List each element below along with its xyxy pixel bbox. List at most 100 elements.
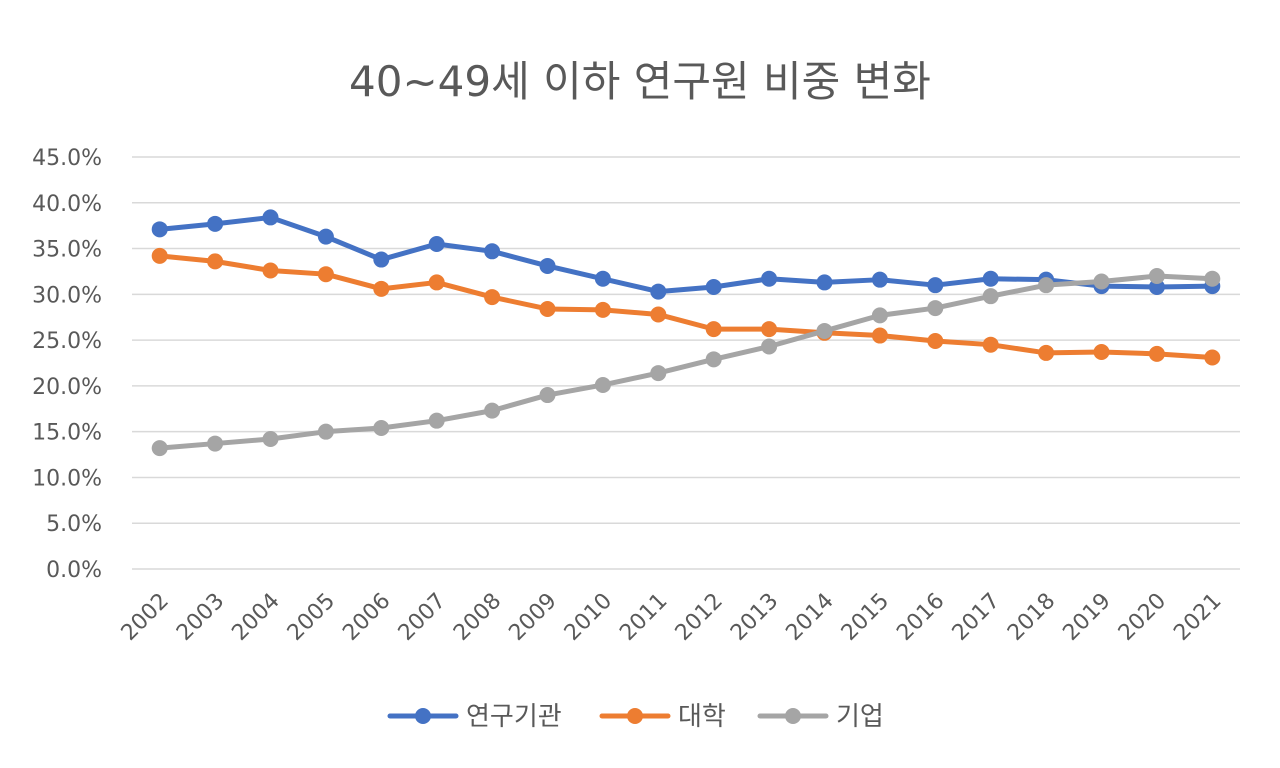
data-point — [650, 306, 667, 323]
data-point — [871, 271, 888, 288]
x-tick-label: 2008 — [449, 589, 506, 646]
x-tick-label: 2007 — [394, 589, 451, 646]
y-tick-label: 5.0% — [46, 512, 102, 537]
data-point — [594, 376, 611, 393]
data-point — [650, 283, 667, 300]
data-point — [151, 247, 168, 264]
x-tick-label: 2017 — [948, 589, 1005, 646]
x-tick-label: 2003 — [172, 589, 229, 646]
series-line — [157, 253, 1215, 361]
data-point — [151, 440, 168, 457]
data-point — [317, 266, 334, 283]
data-point — [484, 289, 501, 306]
data-point — [705, 279, 722, 296]
data-point — [262, 262, 279, 279]
data-point — [871, 327, 888, 344]
x-tick-label: 2014 — [781, 589, 838, 646]
data-point — [705, 321, 722, 338]
legend-label: 기업 — [836, 702, 884, 732]
x-tick-label: 2016 — [892, 589, 949, 646]
y-tick-label: 35.0% — [32, 238, 102, 263]
data-point — [1038, 344, 1055, 361]
chart-title: 40~49세 이하 연구원 비중 변화 — [349, 57, 931, 106]
x-tick-label: 2006 — [338, 589, 395, 646]
data-point — [650, 365, 667, 382]
legend-item: 대학 — [599, 702, 726, 732]
data-point — [539, 387, 556, 404]
legend-point-marker — [785, 708, 801, 724]
data-point — [317, 228, 334, 245]
data-point — [539, 300, 556, 317]
x-tick-label: 2018 — [1003, 589, 1060, 646]
legend-label: 대학 — [678, 702, 726, 732]
data-point — [761, 270, 778, 287]
legend-label: 연구기관 — [466, 702, 562, 732]
legend: 연구기관 대학 기업 — [387, 702, 884, 732]
data-point — [816, 274, 833, 291]
data-point — [1148, 345, 1165, 362]
data-point — [816, 322, 833, 339]
data-point — [1148, 279, 1165, 296]
data-point — [317, 423, 334, 440]
data-point — [927, 333, 944, 350]
data-point — [484, 402, 501, 419]
series-line — [157, 214, 1215, 295]
data-point — [761, 338, 778, 355]
data-point — [373, 251, 390, 268]
y-tick-label: 15.0% — [32, 421, 102, 446]
data-point — [982, 336, 999, 353]
data-point — [262, 209, 279, 226]
data-point — [428, 235, 445, 252]
data-point — [594, 270, 611, 287]
data-point — [428, 274, 445, 291]
x-tick-label: 2009 — [504, 589, 561, 646]
data-point — [1038, 277, 1055, 294]
data-point — [539, 257, 556, 274]
data-point — [484, 243, 501, 260]
y-tick-label: 25.0% — [32, 329, 102, 354]
y-axis-ticks: 0.0% 5.0% 10.0% 15.0% 20.0% 25.0% 30.0% 35.0% 40… — [32, 146, 102, 583]
gridlines — [132, 156, 1240, 570]
data-point — [982, 270, 999, 287]
data-point — [761, 321, 778, 338]
data-point — [982, 288, 999, 305]
x-tick-label: 2011 — [615, 589, 672, 646]
data-point — [207, 253, 224, 270]
x-tick-label: 2021 — [1169, 589, 1226, 646]
legend-item: 연구기관 — [387, 702, 562, 732]
data-point — [594, 301, 611, 318]
legend-point-marker — [627, 708, 643, 724]
y-tick-label: 0.0% — [46, 558, 102, 583]
x-tick-label: 2013 — [726, 589, 783, 646]
y-tick-label: 45.0% — [32, 146, 102, 171]
data-point — [207, 215, 224, 232]
data-point — [151, 221, 168, 238]
series-line — [157, 273, 1215, 451]
data-point — [1204, 349, 1221, 366]
data-point — [262, 430, 279, 447]
x-axis-ticks: 2002200320042005200620072008200920102011… — [117, 589, 1227, 646]
y-tick-label: 30.0% — [32, 283, 102, 308]
x-tick-label: 2005 — [283, 589, 340, 646]
data-point — [705, 351, 722, 368]
data-point — [927, 277, 944, 294]
series-group — [151, 247, 1221, 366]
data-point — [1204, 270, 1221, 287]
legend-point-marker — [415, 708, 431, 724]
series-lines — [151, 209, 1221, 457]
y-tick-label: 10.0% — [32, 466, 102, 491]
data-point — [871, 307, 888, 324]
x-tick-label: 2015 — [837, 589, 894, 646]
data-point — [1148, 268, 1165, 285]
x-tick-label: 2004 — [227, 589, 284, 646]
data-point — [1093, 273, 1110, 290]
x-tick-label: 2020 — [1114, 589, 1171, 646]
data-point — [428, 412, 445, 429]
data-point — [207, 435, 224, 452]
data-point — [927, 300, 944, 317]
data-point — [373, 280, 390, 297]
x-tick-label: 2012 — [671, 589, 728, 646]
x-tick-label: 2002 — [117, 589, 174, 646]
legend-item: 기업 — [757, 702, 884, 732]
